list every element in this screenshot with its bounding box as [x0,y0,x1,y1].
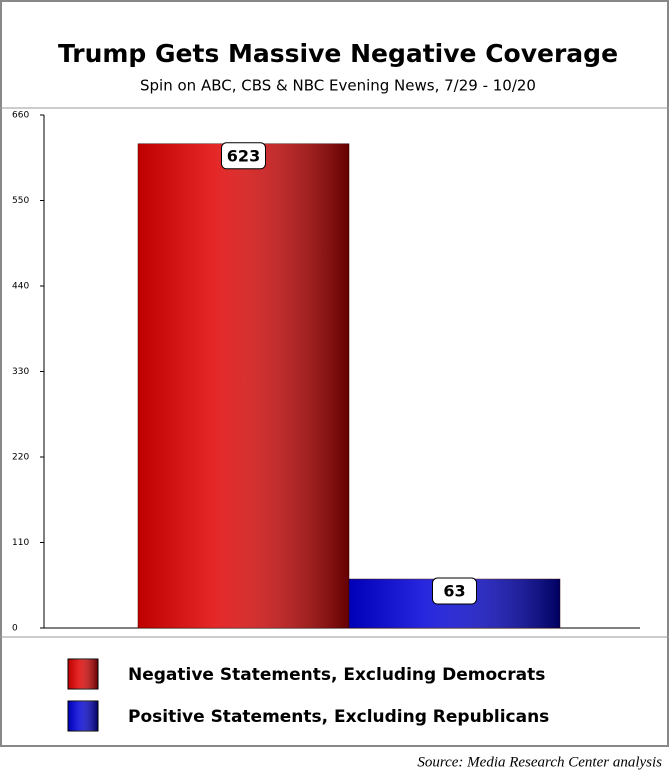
y-tick-label: 110 [12,538,29,548]
chart-title: Trump Gets Massive Negative Coverage [58,39,618,68]
value-label: 63 [443,582,465,601]
legend-label: Negative Statements, Excluding Democrats [128,665,545,685]
value-label: 623 [227,146,260,165]
bar-shading [138,143,349,628]
y-tick-label: 550 [12,196,29,206]
y-tick-label: 220 [12,453,29,463]
y-tick-label: 660 [12,111,29,121]
y-tick-label: 440 [12,282,29,292]
legend-swatch-shading [68,659,98,689]
value-label-box [432,577,477,605]
y-tick-label: 330 [12,367,29,377]
y-tick-label: 0 [12,624,18,634]
value-label-box [221,142,266,170]
legend-swatch-shading [68,701,98,731]
legend-label: Positive Statements, Excluding Republica… [128,707,549,727]
chart-subtitle: Spin on ABC, CBS & NBC Evening News, 7/2… [140,77,536,95]
source-note: Source: Media Research Center analysis [417,754,662,770]
